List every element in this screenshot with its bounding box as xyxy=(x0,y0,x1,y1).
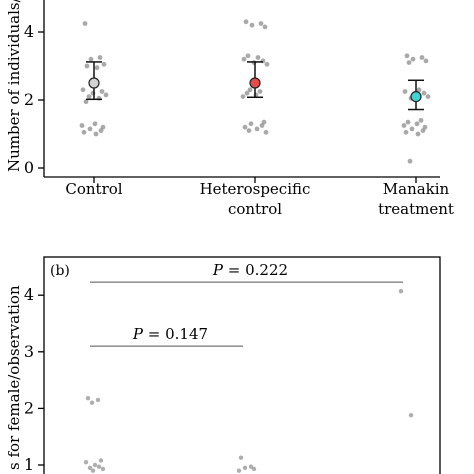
x-tick-label: Manakin xyxy=(383,180,450,198)
data-point xyxy=(263,129,269,135)
data-point xyxy=(408,412,414,418)
y-tick-label: 0 xyxy=(24,158,34,177)
data-point xyxy=(99,89,105,94)
data-point xyxy=(242,124,248,130)
data-point xyxy=(245,53,251,59)
data-point xyxy=(416,87,422,93)
data-point xyxy=(264,61,270,67)
plot-frame xyxy=(43,256,441,474)
p-symbol: P xyxy=(212,261,224,279)
data-point xyxy=(420,128,426,134)
data-point xyxy=(405,119,411,125)
data-point xyxy=(410,56,416,62)
x-tick-label: Control xyxy=(65,180,122,198)
data-point xyxy=(403,129,409,135)
panel-label: (b) xyxy=(50,263,70,279)
data-point xyxy=(236,468,242,473)
data-point xyxy=(95,397,101,403)
p-value: = 0.147 xyxy=(143,325,208,343)
data-point xyxy=(244,90,250,96)
data-point xyxy=(415,131,421,137)
data-point xyxy=(423,58,429,64)
p-value-label: P = 0.222 xyxy=(212,261,288,279)
data-point xyxy=(401,123,407,128)
p-symbol: P xyxy=(132,325,144,343)
data-point xyxy=(97,55,103,60)
y-tick-label: 4 xyxy=(24,285,34,304)
data-point xyxy=(242,465,248,471)
data-point xyxy=(414,121,420,127)
y-tick-label: 4 xyxy=(24,22,34,41)
data-point xyxy=(247,87,253,93)
data-point xyxy=(251,466,257,472)
data-point xyxy=(402,89,408,94)
data-point xyxy=(248,464,254,469)
y-tick-label: 1 xyxy=(24,455,34,474)
data-point xyxy=(240,94,246,99)
p-value-label: P = 0.147 xyxy=(132,325,208,343)
data-point xyxy=(258,21,264,26)
mean-marker xyxy=(410,90,422,103)
data-point xyxy=(84,63,90,69)
data-point xyxy=(398,289,404,294)
p-value: = 0.222 xyxy=(223,261,288,279)
data-point xyxy=(87,126,93,132)
data-point xyxy=(79,123,85,128)
y-axis-label: s for female/observation xyxy=(5,285,23,470)
data-point xyxy=(243,19,249,25)
data-point xyxy=(83,99,89,105)
y-axis-label: Number of individuals/ xyxy=(5,0,23,172)
data-point xyxy=(404,53,410,59)
data-point xyxy=(83,459,89,465)
x-tick-label: Heterospecific xyxy=(200,180,311,198)
data-point xyxy=(93,131,99,137)
data-point xyxy=(98,128,104,134)
data-point xyxy=(419,55,425,60)
data-point xyxy=(88,56,94,62)
data-point xyxy=(259,123,265,128)
data-point xyxy=(101,61,107,67)
data-point xyxy=(85,396,91,401)
panel-b-chart: 1 2 3 4s for female/observation (b) P = 0.222… xyxy=(5,256,441,474)
y-tick-label: 3 xyxy=(24,342,34,361)
data-point xyxy=(409,126,415,132)
data-point xyxy=(80,87,86,93)
data-point xyxy=(100,466,106,472)
data-point xyxy=(249,22,255,28)
data-point xyxy=(257,89,263,94)
data-point xyxy=(254,126,260,132)
data-point xyxy=(407,158,413,164)
data-point xyxy=(94,65,100,71)
data-point xyxy=(241,56,247,62)
data-point xyxy=(92,121,98,127)
data-point xyxy=(262,24,268,30)
data-point xyxy=(421,90,427,96)
data-point xyxy=(418,118,424,123)
x-tick-label: control xyxy=(228,200,282,218)
data-point xyxy=(98,458,104,463)
data-point xyxy=(103,92,109,98)
data-point xyxy=(246,128,252,134)
mean-marker xyxy=(249,77,261,89)
x-tick-label: treatment xyxy=(378,200,454,218)
data-point xyxy=(96,464,102,469)
data-point xyxy=(82,21,88,26)
data-point xyxy=(255,55,261,60)
data-point xyxy=(89,400,95,405)
data-point xyxy=(90,468,96,473)
data-point xyxy=(425,94,431,99)
data-point xyxy=(92,462,98,468)
data-point xyxy=(86,94,92,99)
y-tick-label: 2 xyxy=(24,398,34,417)
mean-marker xyxy=(88,77,100,89)
data-point xyxy=(81,129,87,135)
y-tick-label: 2 xyxy=(24,90,34,109)
data-point xyxy=(87,465,93,471)
data-point xyxy=(248,121,254,127)
data-point xyxy=(406,60,412,65)
data-point xyxy=(238,455,244,460)
